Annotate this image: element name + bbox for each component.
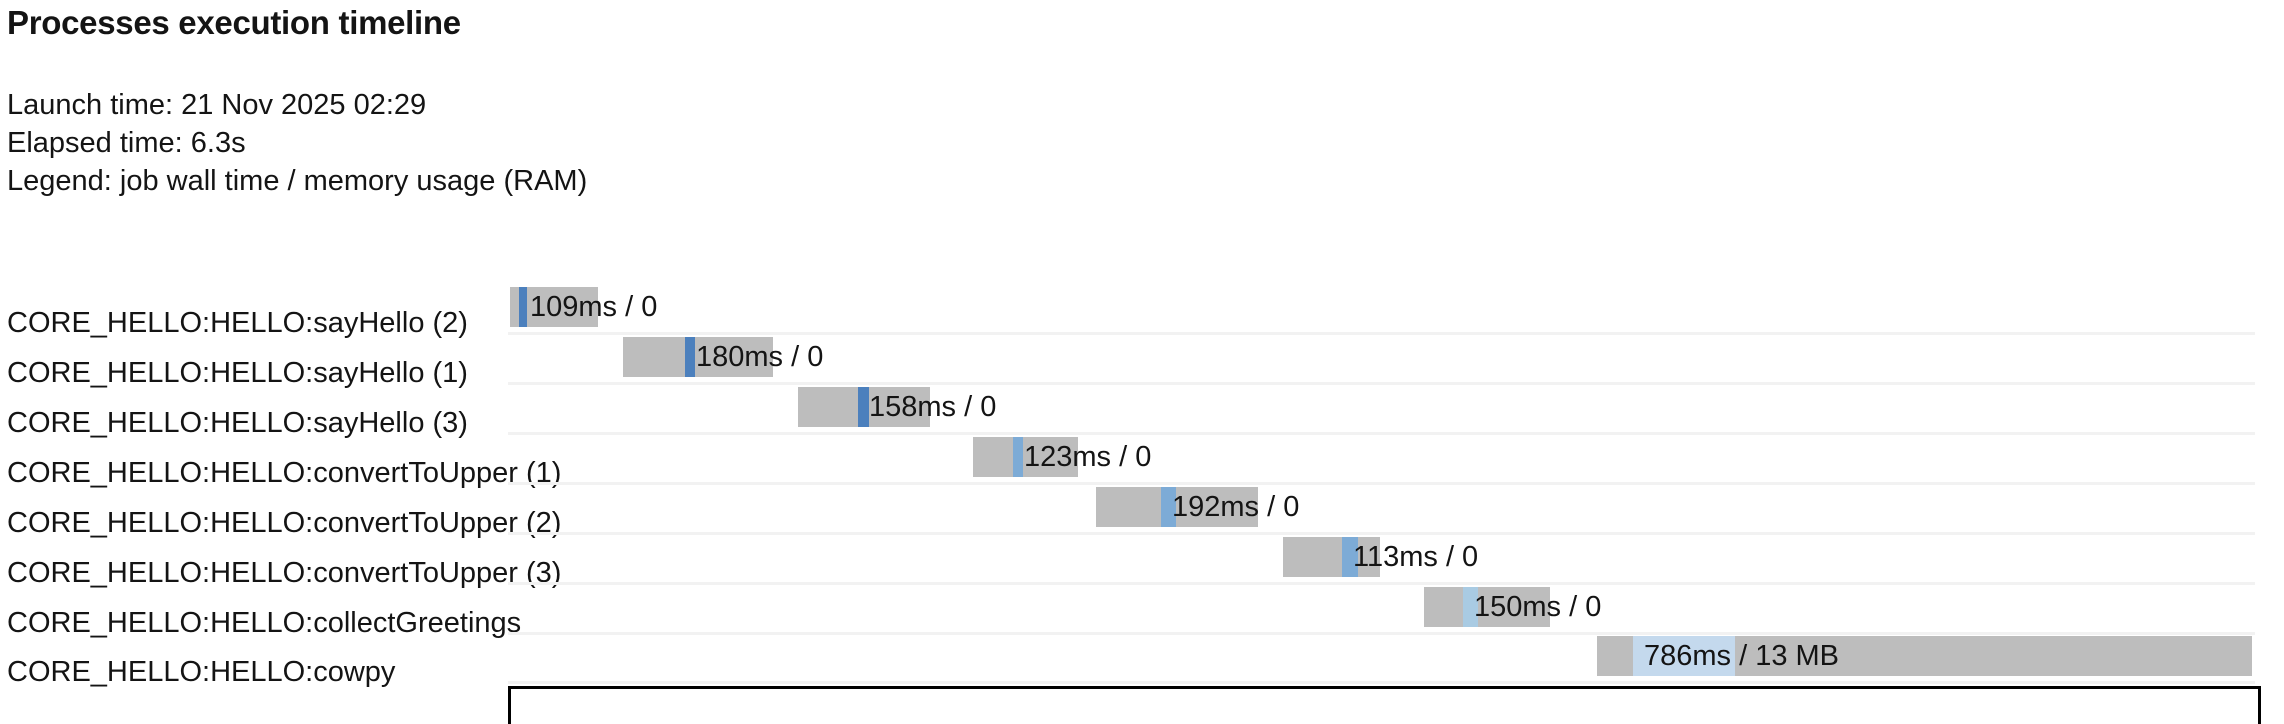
process-label: CORE_HELLO:HELLO:convertToUpper (1)	[7, 456, 562, 489]
process-label: CORE_HELLO:HELLO:convertToUpper (3)	[7, 556, 562, 589]
task-span-bar	[1096, 487, 1258, 527]
launch-time-text: Launch time: 21 Nov 2025 02:29	[7, 89, 427, 121]
task-runtime-segment	[1633, 636, 1735, 676]
elapsed-time-text: Elapsed time: 6.3s	[7, 127, 246, 159]
task-value-label: 123ms / 0	[1024, 440, 1152, 473]
task-span-bar	[1424, 587, 1550, 627]
row-separator-line	[508, 532, 2255, 535]
legend-text: Legend: job wall time / memory usage (RA…	[7, 165, 588, 197]
row-separator-line	[508, 632, 2255, 635]
row-separator-line	[508, 382, 2255, 385]
task-runtime-segment	[1463, 587, 1478, 627]
row-separator-line	[508, 332, 2255, 335]
task-runtime-segment	[858, 387, 869, 427]
task-span-bar	[1283, 537, 1380, 577]
task-runtime-segment	[1013, 437, 1023, 477]
row-separator-line	[508, 582, 2255, 585]
task-runtime-segment	[1161, 487, 1176, 527]
cropped-next-section-box	[508, 686, 2261, 724]
process-label: CORE_HELLO:HELLO:sayHello (3)	[7, 406, 468, 439]
task-value-label: 150ms / 0	[1474, 590, 1602, 623]
report-meta: Launch time: 21 Nov 2025 02:29 Elapsed t…	[7, 86, 587, 200]
task-runtime-segment	[685, 337, 695, 377]
process-label: CORE_HELLO:HELLO:sayHello (1)	[7, 356, 468, 389]
row-separator-line	[508, 432, 2255, 435]
task-value-label: 158ms / 0	[869, 390, 997, 423]
task-span-bar	[973, 437, 1078, 477]
task-runtime-segment	[519, 287, 527, 327]
task-value-label: 109ms / 0	[530, 290, 658, 323]
row-separator-line	[508, 681, 2255, 684]
process-label: CORE_HELLO:HELLO:cowpy	[7, 655, 396, 688]
task-value-label: 113ms / 0	[1353, 540, 1479, 573]
page-title: Processes execution timeline	[7, 4, 461, 41]
task-span-bar	[623, 337, 773, 377]
process-label: CORE_HELLO:HELLO:collectGreetings	[7, 606, 522, 639]
task-runtime-segment	[1342, 537, 1358, 577]
process-label: CORE_HELLO:HELLO:convertToUpper (2)	[7, 506, 562, 539]
process-label: CORE_HELLO:HELLO:sayHello (2)	[7, 306, 468, 339]
task-value-label: 180ms / 0	[696, 340, 824, 373]
task-value-label: 192ms / 0	[1172, 490, 1300, 523]
row-separator-line	[508, 482, 2255, 485]
task-value-label: 786ms / 13 MB	[1644, 639, 1840, 672]
